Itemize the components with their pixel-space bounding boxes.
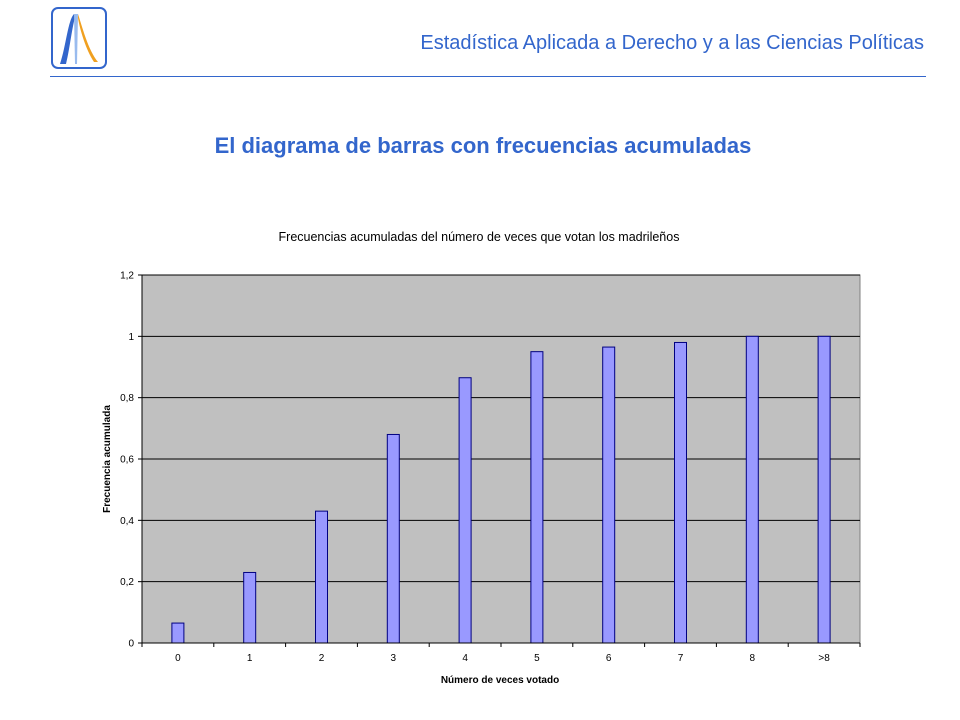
bar [243, 571, 257, 644]
y-tick-label: 0,4 [120, 516, 134, 527]
y-tick-label: 1 [128, 332, 134, 343]
y-tick-label: 1,2 [120, 271, 134, 282]
y-axis-label: Frecuencia acumulada [102, 405, 113, 513]
bar [817, 335, 831, 644]
x-tick-label: 2 [319, 653, 325, 664]
bar [530, 351, 544, 644]
x-tick-label: 6 [606, 653, 612, 664]
x-tick-label: >8 [818, 653, 830, 664]
slide-title: El diagrama de barras con frecuencias ac… [214, 133, 752, 158]
bar [602, 346, 616, 644]
gridlines [142, 274, 860, 583]
logo-icon [51, 7, 107, 69]
bar [171, 622, 185, 644]
bars [171, 335, 831, 644]
bar [386, 433, 400, 644]
y-tick-label: 0,6 [120, 455, 134, 466]
y-axis-ticks: 0 0,2 0,4 0,6 0,8 1 1,2 [120, 271, 142, 650]
y-tick-label: 0,2 [120, 577, 134, 588]
header-title: Estadística Aplicada a Derecho y a las C… [420, 32, 924, 54]
x-tick-label: 4 [462, 653, 468, 664]
x-tick-label: 0 [175, 653, 181, 664]
bar [458, 377, 472, 644]
bar [674, 341, 687, 644]
y-tick-label: 0,8 [120, 393, 134, 404]
x-tick-label: 8 [750, 653, 756, 664]
x-axis-ticks: 0 1 2 3 4 5 6 7 8 >8 [141, 643, 861, 664]
x-tick-label: 3 [391, 653, 397, 664]
y-tick-label: 0 [128, 639, 134, 650]
x-tick-label: 1 [247, 653, 253, 664]
bar [315, 510, 328, 644]
x-axis-label: Número de veces votado [441, 675, 559, 686]
x-tick-label: 5 [534, 653, 540, 664]
x-tick-label: 7 [678, 653, 684, 664]
bar [745, 335, 759, 644]
chart-title: Frecuencias acumuladas del número de vec… [279, 230, 680, 244]
header-divider [50, 76, 926, 77]
